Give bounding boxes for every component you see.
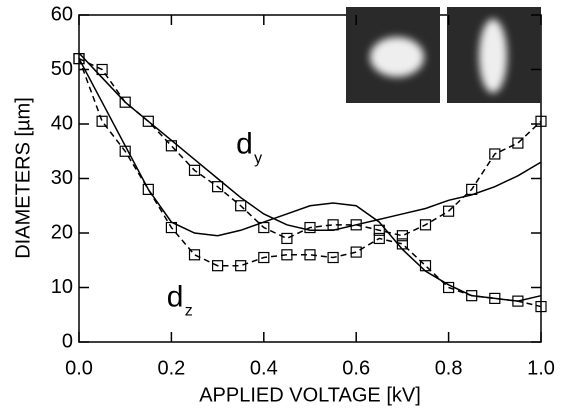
marker	[119, 96, 131, 108]
y-axis-title: DIAMETERS [µm]	[12, 97, 34, 259]
annotation: d	[236, 128, 253, 161]
marker	[419, 260, 432, 272]
inset-images	[346, 7, 541, 103]
y-tick-label: 60	[51, 3, 73, 25]
marker	[281, 249, 293, 261]
series-line	[78, 58, 542, 302]
y-tick-label: 40	[51, 112, 73, 134]
marker	[188, 164, 201, 176]
marker	[96, 63, 108, 76]
marker	[396, 238, 408, 250]
marker	[396, 230, 408, 242]
marker	[327, 219, 339, 231]
marker	[535, 115, 547, 127]
x-tick-label: 0.4	[250, 357, 278, 379]
x-tick-label: 1.0	[527, 357, 555, 379]
x-tick-label: 0.2	[157, 357, 185, 379]
marker	[466, 290, 478, 302]
series-line	[78, 58, 542, 308]
marker	[258, 221, 270, 234]
marker	[304, 221, 316, 234]
marker	[281, 232, 293, 245]
marker	[327, 251, 339, 264]
marker	[350, 219, 362, 231]
y-tick-label: 20	[51, 221, 73, 243]
marker	[419, 219, 432, 231]
marker	[489, 292, 501, 304]
y-tick-label: 0	[62, 330, 73, 352]
y-tick-label: 10	[51, 276, 73, 298]
y-tick-label: 50	[51, 58, 73, 80]
marker	[212, 181, 224, 193]
x-tick-label: 0.6	[342, 357, 370, 379]
marker	[489, 148, 501, 160]
marker	[235, 200, 247, 212]
marker	[142, 183, 154, 195]
annotation-subscript: y	[254, 150, 262, 167]
marker	[258, 251, 270, 264]
annotation: d	[167, 280, 184, 313]
droplet	[479, 19, 507, 93]
marker	[73, 52, 85, 65]
marker	[165, 221, 177, 234]
marker	[443, 281, 455, 294]
marker	[235, 260, 247, 272]
x-axis-title: APPLIED VOLTAGE [kV]	[199, 384, 421, 406]
marker	[373, 232, 385, 245]
marker	[512, 137, 524, 149]
marker	[304, 249, 316, 261]
marker	[350, 246, 362, 258]
marker	[373, 224, 385, 236]
marker	[188, 249, 201, 261]
x-tick-label: 0.0	[65, 357, 93, 379]
marker	[212, 260, 224, 272]
series-line	[78, 57, 542, 240]
marker	[165, 140, 177, 152]
marker	[96, 115, 108, 127]
droplet	[370, 37, 424, 77]
marker	[535, 300, 547, 313]
y-tick-label: 30	[51, 167, 73, 189]
marker	[119, 145, 131, 157]
marker	[443, 205, 455, 217]
marker	[466, 183, 478, 195]
marker	[142, 115, 154, 127]
annotation-subscript: z	[185, 303, 193, 320]
x-tick-label: 0.8	[435, 357, 463, 379]
marker	[512, 295, 524, 307]
